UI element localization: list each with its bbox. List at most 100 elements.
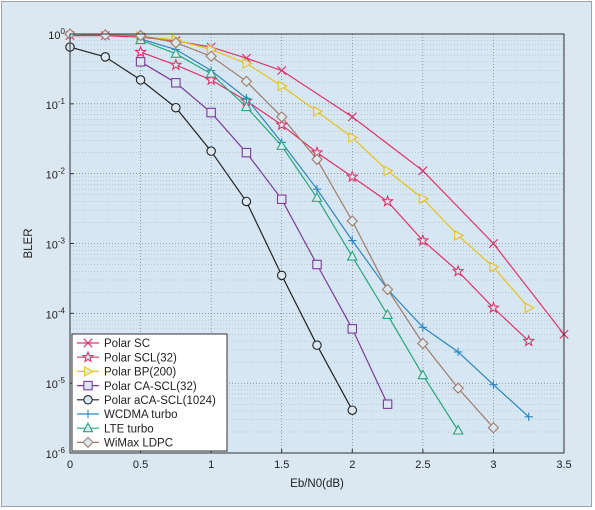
x-tick-labels: 0 0.5 1 1.5 2 2.5 3 3.5 (67, 449, 572, 471)
data-point-1-8 (416, 233, 430, 247)
data-point-3-3 (241, 147, 252, 158)
data-point-1-0 (134, 45, 148, 58)
data-point-5-8 (418, 323, 428, 332)
data-point-2-6 (348, 131, 359, 143)
data-point-3-0 (135, 57, 146, 67)
x-tick-label: 1.5 (274, 459, 289, 471)
legend-label-4: Polar aCA-SCL(1024) (104, 395, 216, 407)
y-tick-label: 10-2 (46, 167, 66, 182)
data-point-2-11 (524, 302, 535, 314)
data-point-6-1 (170, 47, 182, 58)
data-point-0-9 (488, 238, 499, 249)
data-point-4-7 (312, 340, 322, 350)
data-point-1-4 (275, 118, 289, 131)
data-point-7-4 (205, 50, 217, 63)
data-point-6-8 (417, 369, 429, 380)
data-point-7-10 (417, 337, 429, 350)
data-point-3-6 (347, 324, 358, 334)
data-point-2-8 (418, 193, 430, 205)
data-point-1-7 (381, 194, 395, 207)
data-point-5-9 (453, 347, 463, 357)
data-point-0-7 (347, 112, 357, 122)
data-point-4-4 (206, 146, 216, 156)
data-point-6-3 (240, 100, 252, 112)
data-point-2-9 (454, 230, 465, 242)
data-point-6-5 (311, 191, 323, 202)
y-tick-label: 10-1 (46, 97, 66, 112)
series-line-5 (140, 38, 530, 418)
data-point-6-6 (346, 250, 358, 261)
data-point-4-3 (171, 102, 181, 113)
data-point-3-4 (276, 194, 287, 205)
legend-marker-0 (83, 338, 93, 348)
data-point-7-1 (99, 29, 112, 41)
data-point-0-8 (418, 166, 428, 176)
data-point-7-5 (240, 75, 253, 88)
data-point-4-8 (347, 405, 358, 415)
y-tick-label: 100 (48, 27, 65, 42)
data-point-6-9 (452, 424, 464, 435)
legend-marker-4 (83, 395, 93, 405)
data-point-1-11 (522, 334, 536, 347)
data-point-2-4 (277, 80, 288, 92)
data-point-7-6 (275, 111, 288, 123)
data-point-6-7 (382, 308, 394, 319)
legend-marker-6 (82, 422, 94, 433)
data-point-1-9 (451, 264, 465, 277)
legend: Polar SC Polar SCL(32) Polar BP(200) Polar … (71, 333, 228, 452)
data-point-5-11 (524, 412, 533, 421)
legend-marker-3 (83, 380, 93, 391)
data-point-7-12 (487, 421, 500, 434)
x-tick-label: 3 (490, 459, 496, 471)
legend-marker-1 (81, 350, 95, 363)
y-tick-label: 10-4 (46, 306, 66, 321)
y-tick-label: 10-5 (46, 376, 66, 391)
legend-label-1: Polar SCL(32) (104, 352, 177, 364)
x-tick-label: 2 (349, 459, 355, 471)
data-point-7-9 (381, 283, 394, 296)
data-point-1-2 (204, 73, 218, 86)
data-point-7-8 (346, 215, 359, 227)
data-point-6-4 (276, 139, 288, 150)
y-tick-label: 10-6 (46, 446, 66, 461)
data-point-2-5 (312, 105, 324, 117)
x-tick-label: 0.5 (133, 459, 148, 471)
legend-box (71, 333, 228, 452)
x-tick-label: 0 (67, 459, 73, 471)
series-line-3 (140, 61, 389, 405)
data-point-3-7 (382, 399, 393, 409)
x-axis-label: Eb/N0(dB) (290, 478, 344, 490)
data-point-5-10 (489, 380, 498, 389)
data-point-3-2 (206, 107, 216, 118)
legend-marker-2 (83, 365, 95, 377)
data-point-4-5 (241, 196, 252, 207)
x-tick-label: 1 (208, 459, 214, 471)
data-point-4-6 (276, 270, 287, 281)
legend-label-0: Polar SC (104, 338, 150, 350)
data-point-7-7 (311, 153, 323, 166)
x-tick-label: 2.5 (415, 459, 430, 471)
data-point-3-5 (312, 259, 322, 270)
series-line-1 (140, 51, 530, 342)
legend-label-5: WCDMA turbo (104, 409, 178, 421)
data-point-6-2 (205, 67, 217, 78)
legend-marker-5 (83, 409, 93, 419)
data-point-4-1 (100, 52, 111, 62)
data-point-2-7 (383, 165, 394, 177)
data-point-1-10 (486, 301, 500, 314)
x-tick-label: 3.5 (556, 459, 571, 471)
legend-label-3: Polar CA-SCL(32) (104, 381, 197, 393)
data-point-7-3 (170, 36, 182, 49)
legend-label-6: LTE turbo (104, 423, 154, 435)
data-point-1-6 (345, 170, 359, 183)
data-point-2-10 (489, 261, 500, 273)
legend-label-2: Polar BP(200) (104, 367, 176, 379)
data-point-1-1 (169, 58, 183, 71)
y-tick-label: 10-3 (46, 237, 66, 252)
series-line-2 (140, 35, 530, 309)
series-line-6 (140, 39, 459, 431)
data-point-2-3 (242, 57, 253, 69)
data-point-7-11 (452, 382, 464, 394)
